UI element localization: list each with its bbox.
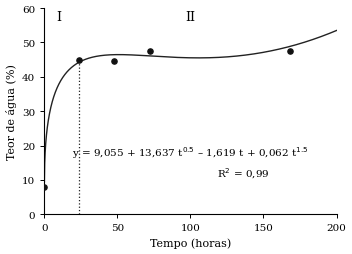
Text: y = 9,055 + 13,637 t$^{0.5}$ – 1,619 t + 0,062 t$^{1.5}$: y = 9,055 + 13,637 t$^{0.5}$ – 1,619 t +… [72, 145, 309, 161]
Point [42, 185, 47, 189]
Text: R$^{2}$ = 0,99: R$^{2}$ = 0,99 [217, 166, 269, 181]
Point [77, 58, 82, 62]
X-axis label: Tempo (horas): Tempo (horas) [150, 238, 231, 248]
Y-axis label: Teor de água (%): Teor de água (%) [6, 64, 17, 160]
Text: II: II [186, 11, 195, 24]
Point [287, 50, 293, 54]
Text: I: I [56, 11, 62, 24]
Point [112, 60, 117, 64]
Point [147, 50, 152, 54]
